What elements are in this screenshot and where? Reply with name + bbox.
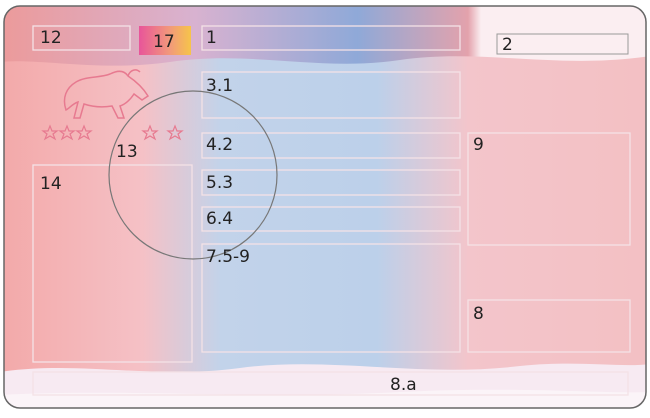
- field-label: 9: [473, 135, 484, 155]
- field-label: 12: [40, 28, 62, 48]
- field-label: 1: [206, 28, 217, 48]
- field-label: 13: [116, 142, 138, 162]
- field-label: 14: [40, 174, 62, 194]
- field-label: 8: [473, 304, 484, 324]
- field-label: 17: [153, 32, 175, 52]
- field-label: 8.a: [390, 375, 417, 395]
- field-label: 3.1: [206, 76, 233, 96]
- card: 12 17 1 2 3.1 4.2 5.3 6.4 7.5-9 13 14 9 …: [0, 0, 650, 414]
- field-label: 5.3: [206, 173, 233, 193]
- field-label: 2: [502, 35, 513, 55]
- field-label: 4.2: [206, 135, 233, 155]
- field-label: 7.5-9: [206, 247, 250, 267]
- field-label: 6.4: [206, 209, 233, 229]
